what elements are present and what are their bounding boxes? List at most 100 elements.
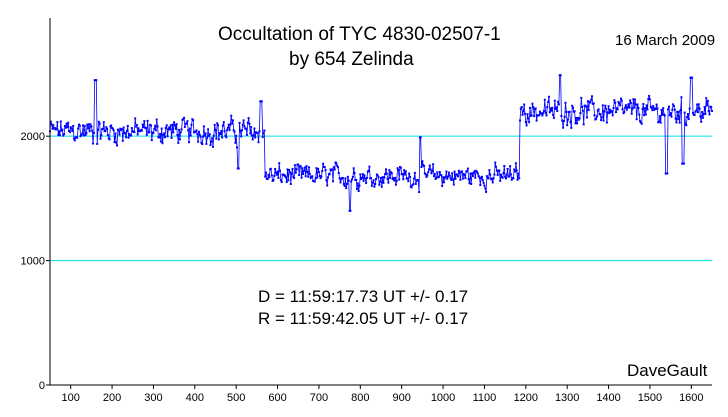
data-point	[513, 168, 516, 171]
data-point	[227, 123, 230, 126]
data-point	[318, 175, 321, 177]
data-point	[711, 109, 713, 112]
data-point	[475, 169, 478, 172]
data-point	[231, 119, 234, 122]
data-point	[169, 124, 172, 127]
data-point	[603, 110, 606, 113]
data-point	[410, 186, 413, 189]
data-point	[406, 177, 409, 180]
data-point	[523, 103, 526, 106]
data-point	[142, 126, 145, 129]
data-point	[202, 125, 205, 128]
data-point	[489, 173, 492, 176]
data-point	[688, 107, 691, 110]
data-point	[474, 176, 477, 179]
data-point	[319, 177, 322, 180]
x-tick-label: 1100	[473, 392, 497, 404]
data-point	[118, 133, 121, 136]
data-point	[505, 177, 507, 180]
data-point	[447, 171, 450, 174]
data-point	[526, 113, 529, 116]
data-point	[361, 176, 363, 179]
data-point	[182, 118, 185, 121]
data-point	[611, 114, 614, 117]
data-point	[702, 113, 705, 116]
data-point	[167, 128, 170, 131]
data-point	[382, 181, 385, 184]
data-point	[258, 130, 261, 133]
data-point	[627, 103, 630, 106]
data-point	[581, 106, 584, 108]
data-point	[524, 121, 527, 124]
data-point	[279, 169, 281, 172]
data-point	[393, 179, 396, 182]
data-point	[125, 136, 128, 139]
data-point	[538, 110, 541, 113]
data-point	[563, 115, 566, 118]
data-point	[448, 174, 451, 177]
data-point	[672, 103, 675, 106]
data-point	[479, 184, 482, 186]
data-point	[506, 168, 509, 170]
data-point	[682, 162, 685, 165]
data-point	[532, 106, 535, 109]
data-point	[254, 136, 257, 139]
data-point	[359, 173, 362, 176]
axes	[49, 18, 712, 386]
data-point	[58, 134, 61, 137]
data-point	[374, 183, 377, 185]
data-point	[586, 100, 589, 103]
data-point	[260, 100, 263, 103]
data-point	[668, 114, 671, 117]
data-point	[102, 127, 104, 130]
data-point	[198, 130, 200, 133]
data-point	[680, 96, 683, 99]
data-point	[232, 129, 235, 132]
data-point	[547, 101, 550, 103]
data-point	[476, 172, 479, 175]
data-point	[335, 162, 338, 165]
data-point	[226, 126, 229, 129]
data-point	[373, 185, 376, 188]
data-point	[68, 131, 71, 134]
data-point	[346, 182, 349, 185]
data-point	[308, 166, 310, 169]
data-point	[211, 137, 214, 140]
data-point	[135, 125, 138, 128]
data-point	[605, 121, 608, 124]
data-point	[522, 110, 525, 113]
data-point	[605, 107, 608, 110]
data-point	[153, 127, 156, 130]
data-point	[331, 168, 334, 171]
data-point	[262, 132, 265, 135]
y-tick-label: 0	[39, 380, 45, 392]
data-point	[578, 117, 581, 120]
data-point	[634, 98, 636, 101]
data-point	[230, 114, 233, 117]
data-point	[287, 179, 290, 182]
data-point	[150, 124, 152, 127]
data-point	[471, 175, 474, 177]
data-point	[612, 107, 615, 109]
data-point	[606, 111, 609, 114]
data-point	[198, 133, 201, 136]
data-point	[573, 110, 576, 113]
data-point	[438, 171, 441, 173]
data-point	[106, 134, 109, 136]
data-point	[82, 134, 85, 137]
data-point	[633, 106, 636, 109]
data-point	[56, 121, 59, 124]
data-point	[301, 167, 304, 170]
data-point	[653, 108, 656, 111]
data-point	[300, 176, 303, 179]
data-point	[519, 119, 521, 122]
data-point	[280, 181, 283, 183]
data-point	[404, 170, 407, 173]
data-point	[209, 144, 212, 147]
data-point	[451, 172, 454, 175]
data-point	[215, 137, 218, 140]
data-point	[311, 175, 314, 178]
data-point	[143, 120, 146, 123]
x-tick-label: 1600	[679, 392, 703, 404]
disappearance-time: D = 11:59:17.73 UT +/- 0.17	[258, 287, 469, 306]
